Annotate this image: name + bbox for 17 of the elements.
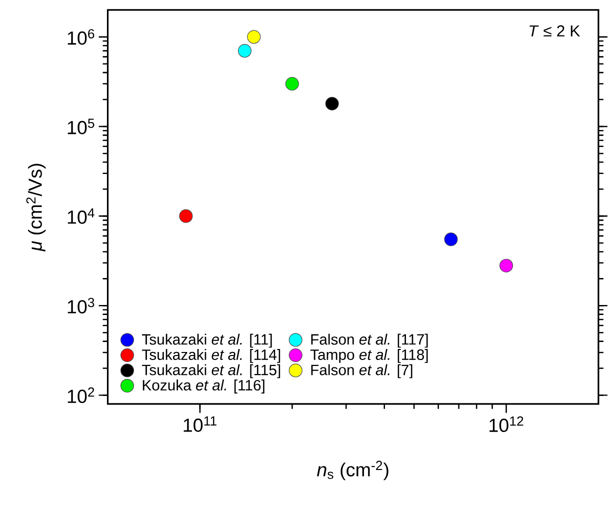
legend-label: Falson et al. [7] bbox=[311, 364, 412, 378]
y-axis-title: μ (cm$^{2}$/Vs) bbox=[26, 164, 46, 252]
y-tick-label: 10$^{5}$ bbox=[68, 118, 94, 134]
legend-label: Falson et al. [117] bbox=[311, 334, 428, 348]
y-tick-label: 10$^{3}$ bbox=[68, 298, 94, 314]
legend-label: Tsukazaki et al. [114] bbox=[142, 349, 280, 364]
y-tick-label: 10$^{4}$ bbox=[68, 208, 94, 224]
legend-label: Tsukazaki et al. [11] bbox=[142, 334, 272, 348]
y-tick-label: 10$^{2}$ bbox=[68, 388, 94, 404]
x-tick-label: 10$^{12}$ bbox=[490, 416, 524, 432]
legend-label: Kozuka et al. [116] bbox=[142, 380, 264, 394]
x-axis-title: n$_{s}$ (cm$^{-2}$) bbox=[316, 460, 388, 480]
annotation: T ≤ 2 K bbox=[530, 25, 580, 37]
legend-label: Tsukazaki et al. [115] bbox=[142, 364, 280, 378]
y-tick-label: 10$^{6}$ bbox=[68, 29, 94, 45]
legend-label: Tampo et al. [118] bbox=[310, 349, 428, 364]
x-tick-label: 10$^{11}$ bbox=[184, 416, 216, 432]
